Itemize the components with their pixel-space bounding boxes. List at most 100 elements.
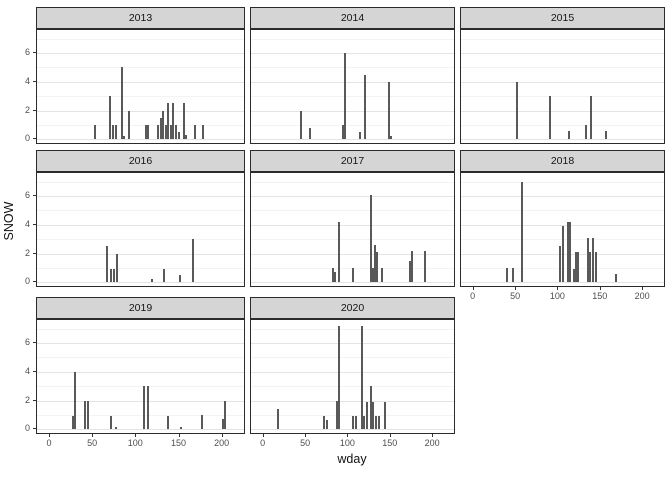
x-tick-label: 200 (214, 438, 230, 448)
bar (374, 416, 377, 430)
facet-panel-2020 (250, 319, 455, 434)
bar (156, 124, 159, 140)
x-tick-label: 50 (300, 438, 311, 448)
bar (178, 275, 181, 283)
bar (84, 400, 87, 430)
facet-strip-2019: 2019 (36, 297, 245, 319)
bar (337, 325, 340, 430)
bar (150, 279, 153, 283)
gridline-minor (251, 357, 454, 359)
gridline-major (251, 81, 454, 83)
x-tick-label: 0 (46, 438, 52, 448)
bar (390, 135, 393, 140)
gridline-major (251, 139, 454, 141)
bar (175, 124, 177, 140)
bar (576, 252, 579, 283)
x-tick-mark (432, 434, 434, 437)
gridline-major (37, 110, 244, 112)
gridline-major (251, 400, 454, 402)
bar (365, 401, 368, 430)
gridline-major (251, 110, 454, 112)
facet-panel-2016 (36, 172, 245, 287)
bar (374, 244, 377, 283)
bar (123, 136, 126, 140)
x-tick-label: 100 (127, 438, 143, 448)
facet-strip-label: 2014 (340, 12, 365, 24)
gridline-minor (461, 96, 664, 98)
bar (112, 269, 115, 283)
bar (592, 237, 595, 283)
gridline-minor (251, 181, 454, 183)
x-tick-label: 200 (424, 438, 440, 448)
facet-strip-label: 2013 (128, 12, 153, 24)
y-tick-mark (33, 428, 36, 430)
bar (332, 267, 335, 283)
gridline-major (461, 53, 664, 54)
y-tick-mark (33, 223, 36, 225)
x-tick-mark (221, 434, 223, 437)
x-tick-mark (262, 434, 264, 437)
gridline-major (37, 343, 244, 344)
bar (300, 110, 302, 140)
bar (372, 401, 375, 430)
x-tick-label: 150 (170, 438, 187, 448)
bar (179, 427, 182, 430)
bar (194, 124, 196, 140)
facet-panel-2017 (250, 172, 455, 287)
bar (322, 416, 325, 430)
bar (325, 419, 328, 430)
bar (121, 67, 124, 140)
gridline-major (461, 81, 664, 83)
facet-strip-2014: 2014 (250, 7, 455, 29)
gridline-minor (251, 124, 454, 126)
gridline-major (37, 81, 244, 83)
facet-panel-2013 (36, 29, 245, 144)
bar (169, 124, 172, 140)
gridline-major (37, 139, 244, 141)
bar (388, 81, 391, 140)
bar (159, 117, 162, 140)
x-tick-label: 100 (549, 291, 565, 301)
bar (116, 253, 119, 283)
bar (86, 400, 89, 430)
x-tick-mark (347, 434, 349, 437)
x-tick-label: 0 (260, 438, 266, 448)
bar (144, 124, 147, 140)
bar (572, 269, 575, 283)
bar (568, 130, 571, 140)
gridline-minor (461, 181, 664, 183)
gridline-minor (37, 181, 244, 183)
y-tick-label: 4 (24, 75, 30, 86)
x-tick-mark (557, 287, 559, 290)
bar (182, 103, 185, 140)
bar (505, 267, 508, 283)
bar (380, 267, 383, 283)
bar (594, 252, 597, 283)
x-tick-mark (642, 287, 644, 290)
y-tick-label: 6 (24, 190, 30, 200)
bar (585, 124, 588, 140)
bar (308, 127, 311, 140)
bar (164, 124, 167, 140)
gridline-minor (37, 124, 244, 126)
facet-strip-label: 2016 (128, 155, 153, 167)
x-tick-label: 0 (470, 291, 476, 301)
bar (112, 124, 114, 140)
gridline-minor (37, 96, 244, 98)
bar (360, 325, 363, 430)
x-tick-label: 100 (339, 438, 355, 448)
y-tick-label: 0 (24, 276, 30, 287)
y-tick-mark (33, 281, 36, 283)
bar (167, 103, 170, 140)
gridline-minor (37, 210, 244, 212)
bar (114, 427, 117, 430)
bar (114, 124, 117, 140)
facet-strip-label: 2017 (340, 155, 365, 167)
facet-strip-2020: 2020 (250, 297, 455, 319)
gridline-minor (251, 328, 454, 330)
gridline-minor (251, 67, 454, 69)
bar (569, 221, 572, 283)
gridline-major (37, 371, 244, 373)
bar (548, 96, 551, 140)
